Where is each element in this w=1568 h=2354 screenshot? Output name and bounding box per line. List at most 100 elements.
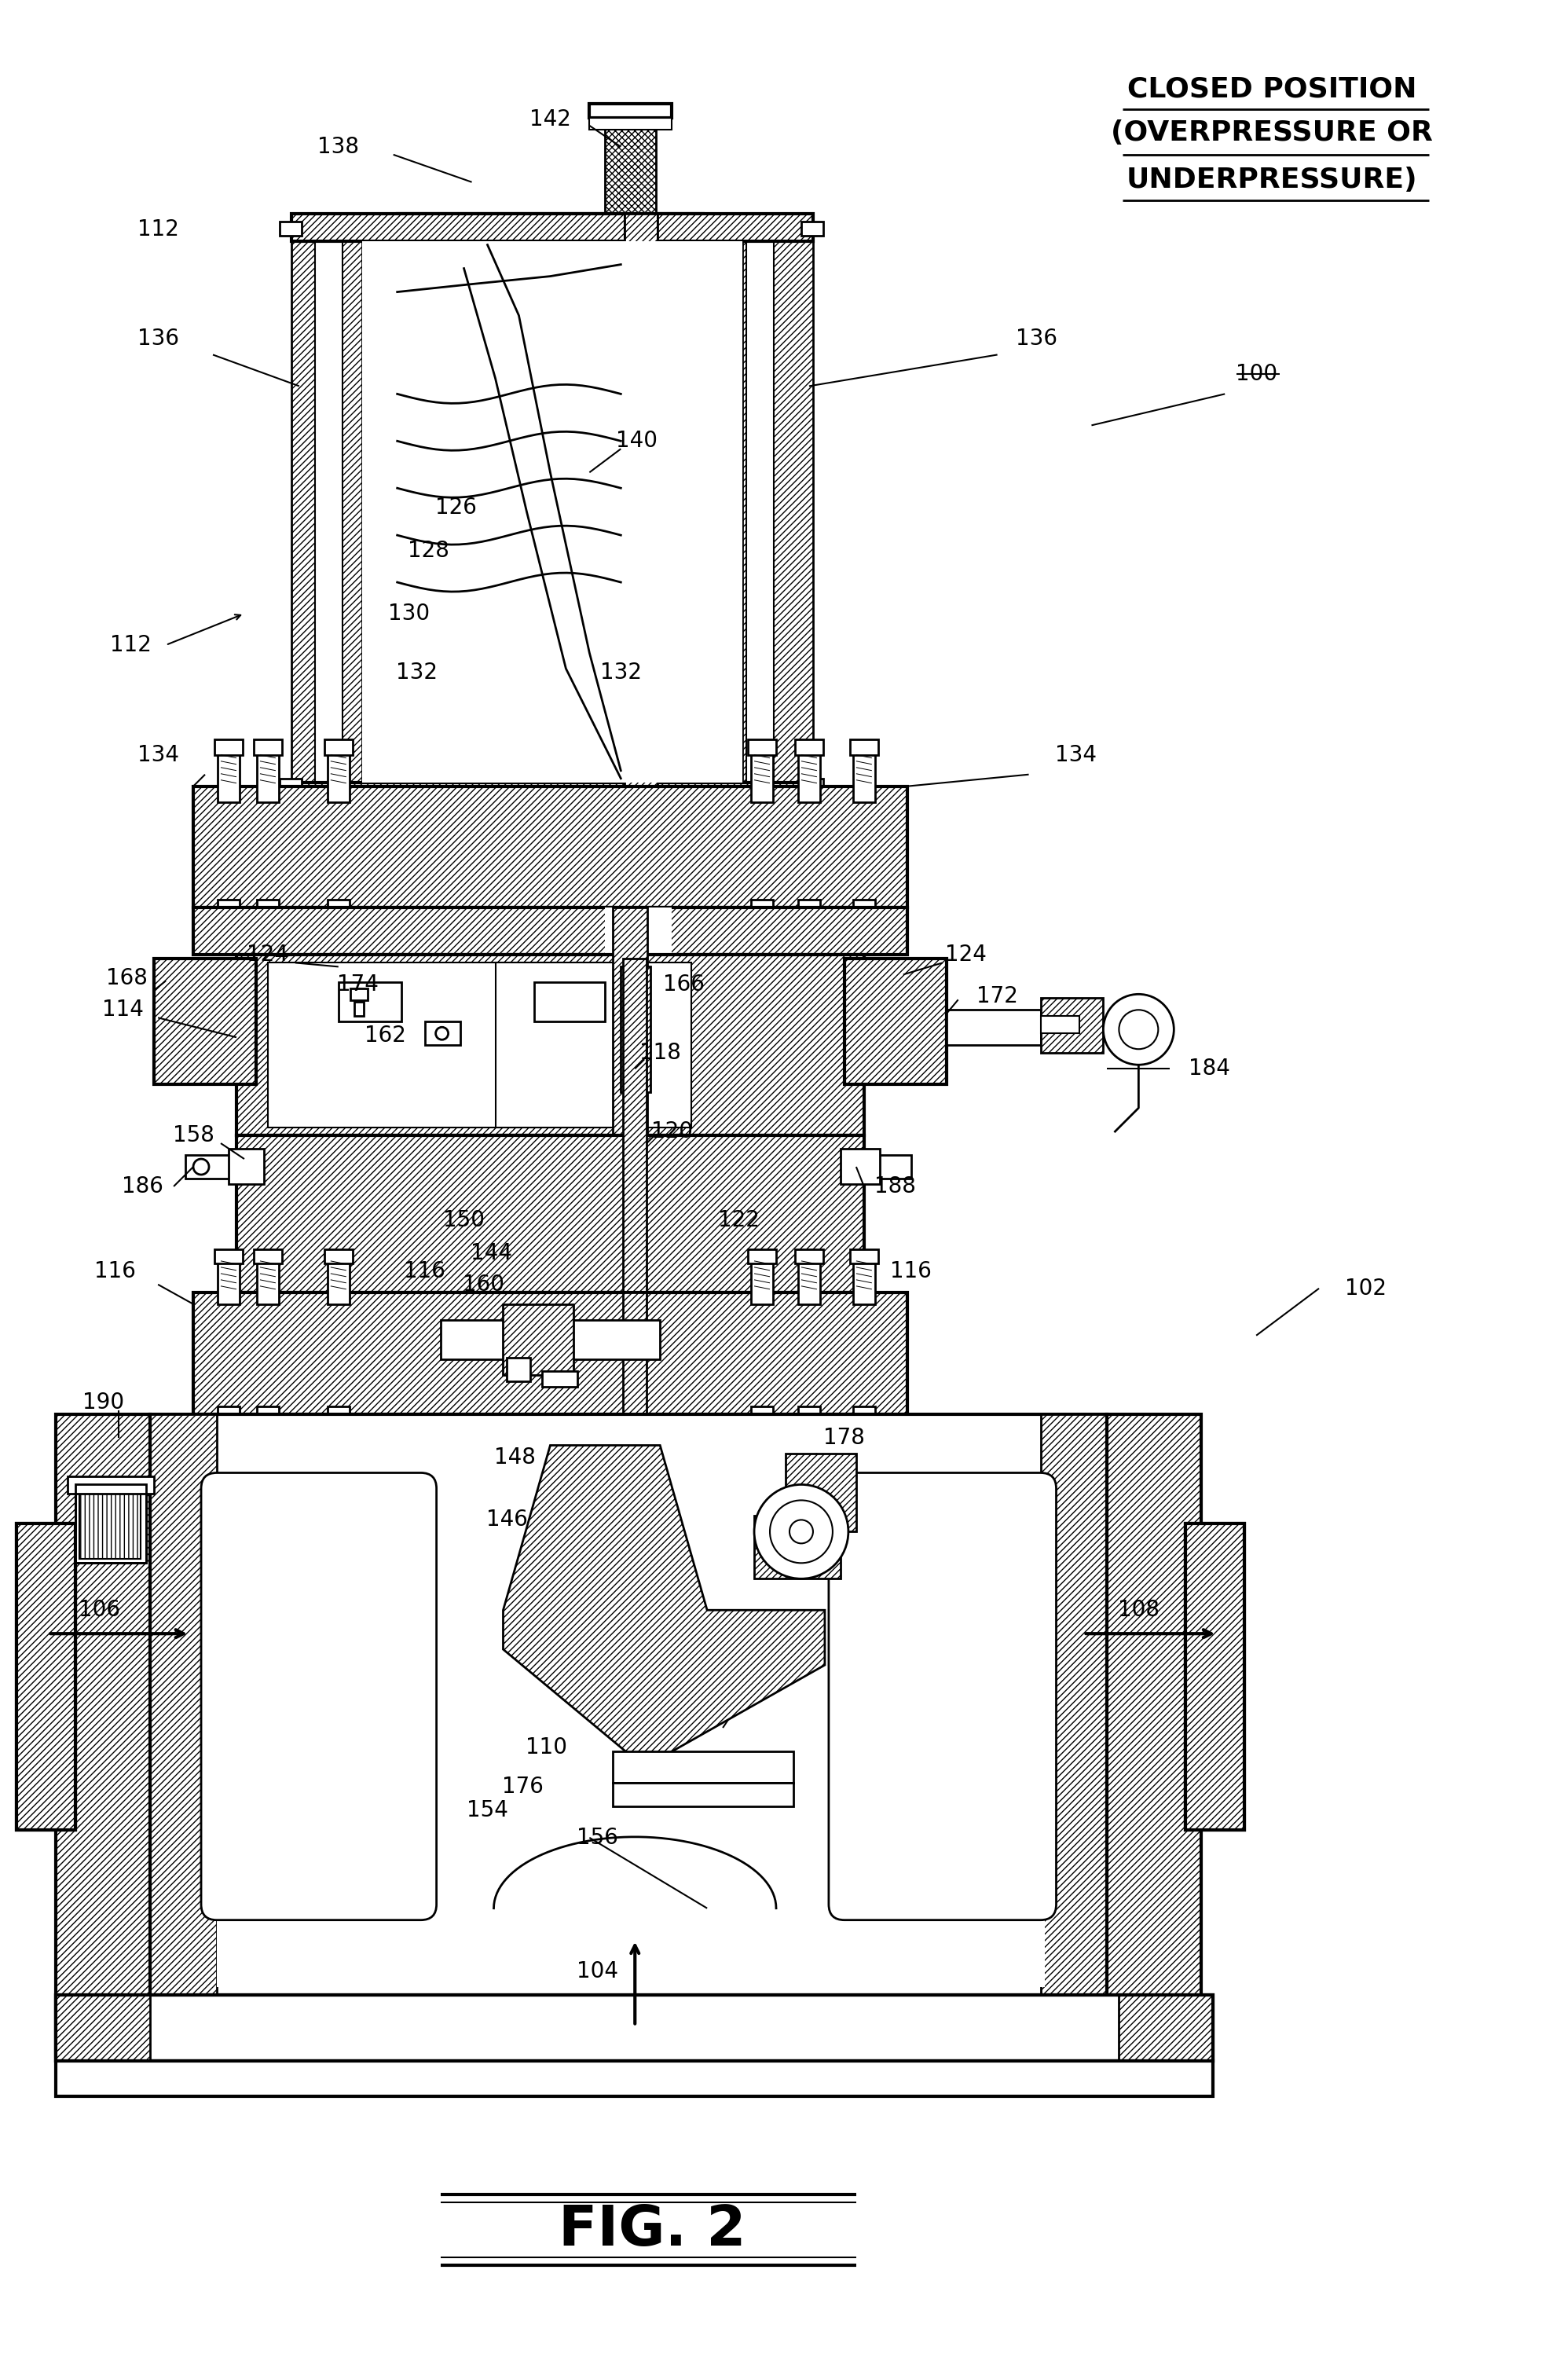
Bar [193,909,908,956]
Bar [622,1292,646,1417]
Bar [845,958,947,1085]
Bar [1185,1523,1245,1829]
Text: 106: 106 [78,1598,121,1622]
Bar [751,1252,773,1304]
Bar [848,1156,911,1179]
Bar [216,1481,1044,1987]
Circle shape [1104,993,1174,1064]
Bar [315,226,342,805]
Bar [151,1415,1107,2057]
Bar [1120,1994,1214,2062]
Bar [613,1782,793,1806]
Bar [193,909,908,956]
Text: 108: 108 [1118,1598,1159,1622]
Bar [339,982,401,1022]
Bar [292,214,814,240]
Bar [795,1250,823,1264]
Bar [1107,1415,1201,2057]
Bar [56,1994,1214,2062]
Text: 104: 104 [577,1961,618,1982]
Circle shape [193,1158,209,1175]
Text: 132: 132 [397,661,437,683]
Bar [257,1405,279,1424]
Bar [56,1994,151,2062]
Text: 166: 166 [663,975,704,996]
Bar [845,958,947,1085]
Bar [75,1485,146,1563]
Bar [328,1405,350,1424]
Text: 154: 154 [467,1798,508,1822]
Bar [590,118,671,129]
Text: 116: 116 [891,1259,931,1283]
Bar [795,739,823,756]
Bar [947,1010,1041,1045]
Bar [292,221,362,810]
Bar [1041,1017,1080,1033]
Bar [622,958,646,1292]
Bar [80,1488,141,1558]
Bar [215,1250,243,1264]
Text: 134: 134 [1055,744,1096,765]
Bar [441,1321,535,1358]
Bar [590,104,671,118]
Text: 124: 124 [248,944,289,965]
Bar [742,221,814,810]
Text: 132: 132 [601,661,641,683]
Text: 190: 190 [82,1391,124,1412]
Bar [193,1292,908,1415]
Bar [257,899,279,918]
Bar [746,226,773,805]
Text: 138: 138 [318,137,359,158]
Bar [798,746,820,803]
Bar [193,786,908,909]
Bar [151,1415,216,2057]
Text: 144: 144 [470,1243,513,1264]
Bar [621,967,651,1092]
Bar [237,1135,864,1292]
Bar [798,899,820,918]
Text: 172: 172 [977,986,1018,1008]
Bar [151,1994,1107,2062]
Bar [613,1751,793,1782]
Bar [613,909,648,1135]
Text: UNDERPRESSURE): UNDERPRESSURE) [1126,167,1417,193]
Bar [1107,1415,1201,2057]
Bar [624,214,657,817]
Text: 152: 152 [781,1627,822,1648]
Bar [193,1292,908,1415]
Text: 100: 100 [1236,363,1276,386]
Text: 178: 178 [823,1427,866,1448]
Bar [1185,1523,1245,1829]
Text: 162: 162 [365,1024,406,1048]
Bar [218,1252,240,1304]
Text: 158: 158 [172,1125,215,1146]
Text: 150: 150 [444,1210,485,1231]
Text: 112: 112 [138,219,179,240]
Bar [350,989,367,1000]
Text: 142: 142 [530,108,571,129]
Bar [17,1523,75,1829]
Text: 126: 126 [436,497,477,518]
Bar [254,739,282,756]
Bar [75,1485,146,1563]
Text: 168: 168 [105,967,147,989]
Bar [798,1252,820,1304]
Text: 124: 124 [946,944,986,965]
Bar [257,1252,279,1304]
Bar [268,963,605,1128]
Text: 136: 136 [136,327,179,351]
Bar [1185,1523,1245,1829]
Text: 164: 164 [514,1638,555,1660]
Text: 136: 136 [1016,327,1057,351]
FancyBboxPatch shape [829,1474,1057,1921]
Circle shape [436,1026,448,1040]
Text: 128: 128 [408,539,450,563]
Bar [850,1250,878,1264]
Circle shape [1120,1010,1159,1050]
Bar [17,1523,75,1829]
Bar [328,746,350,803]
Bar [56,1994,1214,2062]
Text: CLOSED POSITION: CLOSED POSITION [1127,75,1416,104]
Bar [840,1149,880,1184]
Bar [218,1405,240,1424]
